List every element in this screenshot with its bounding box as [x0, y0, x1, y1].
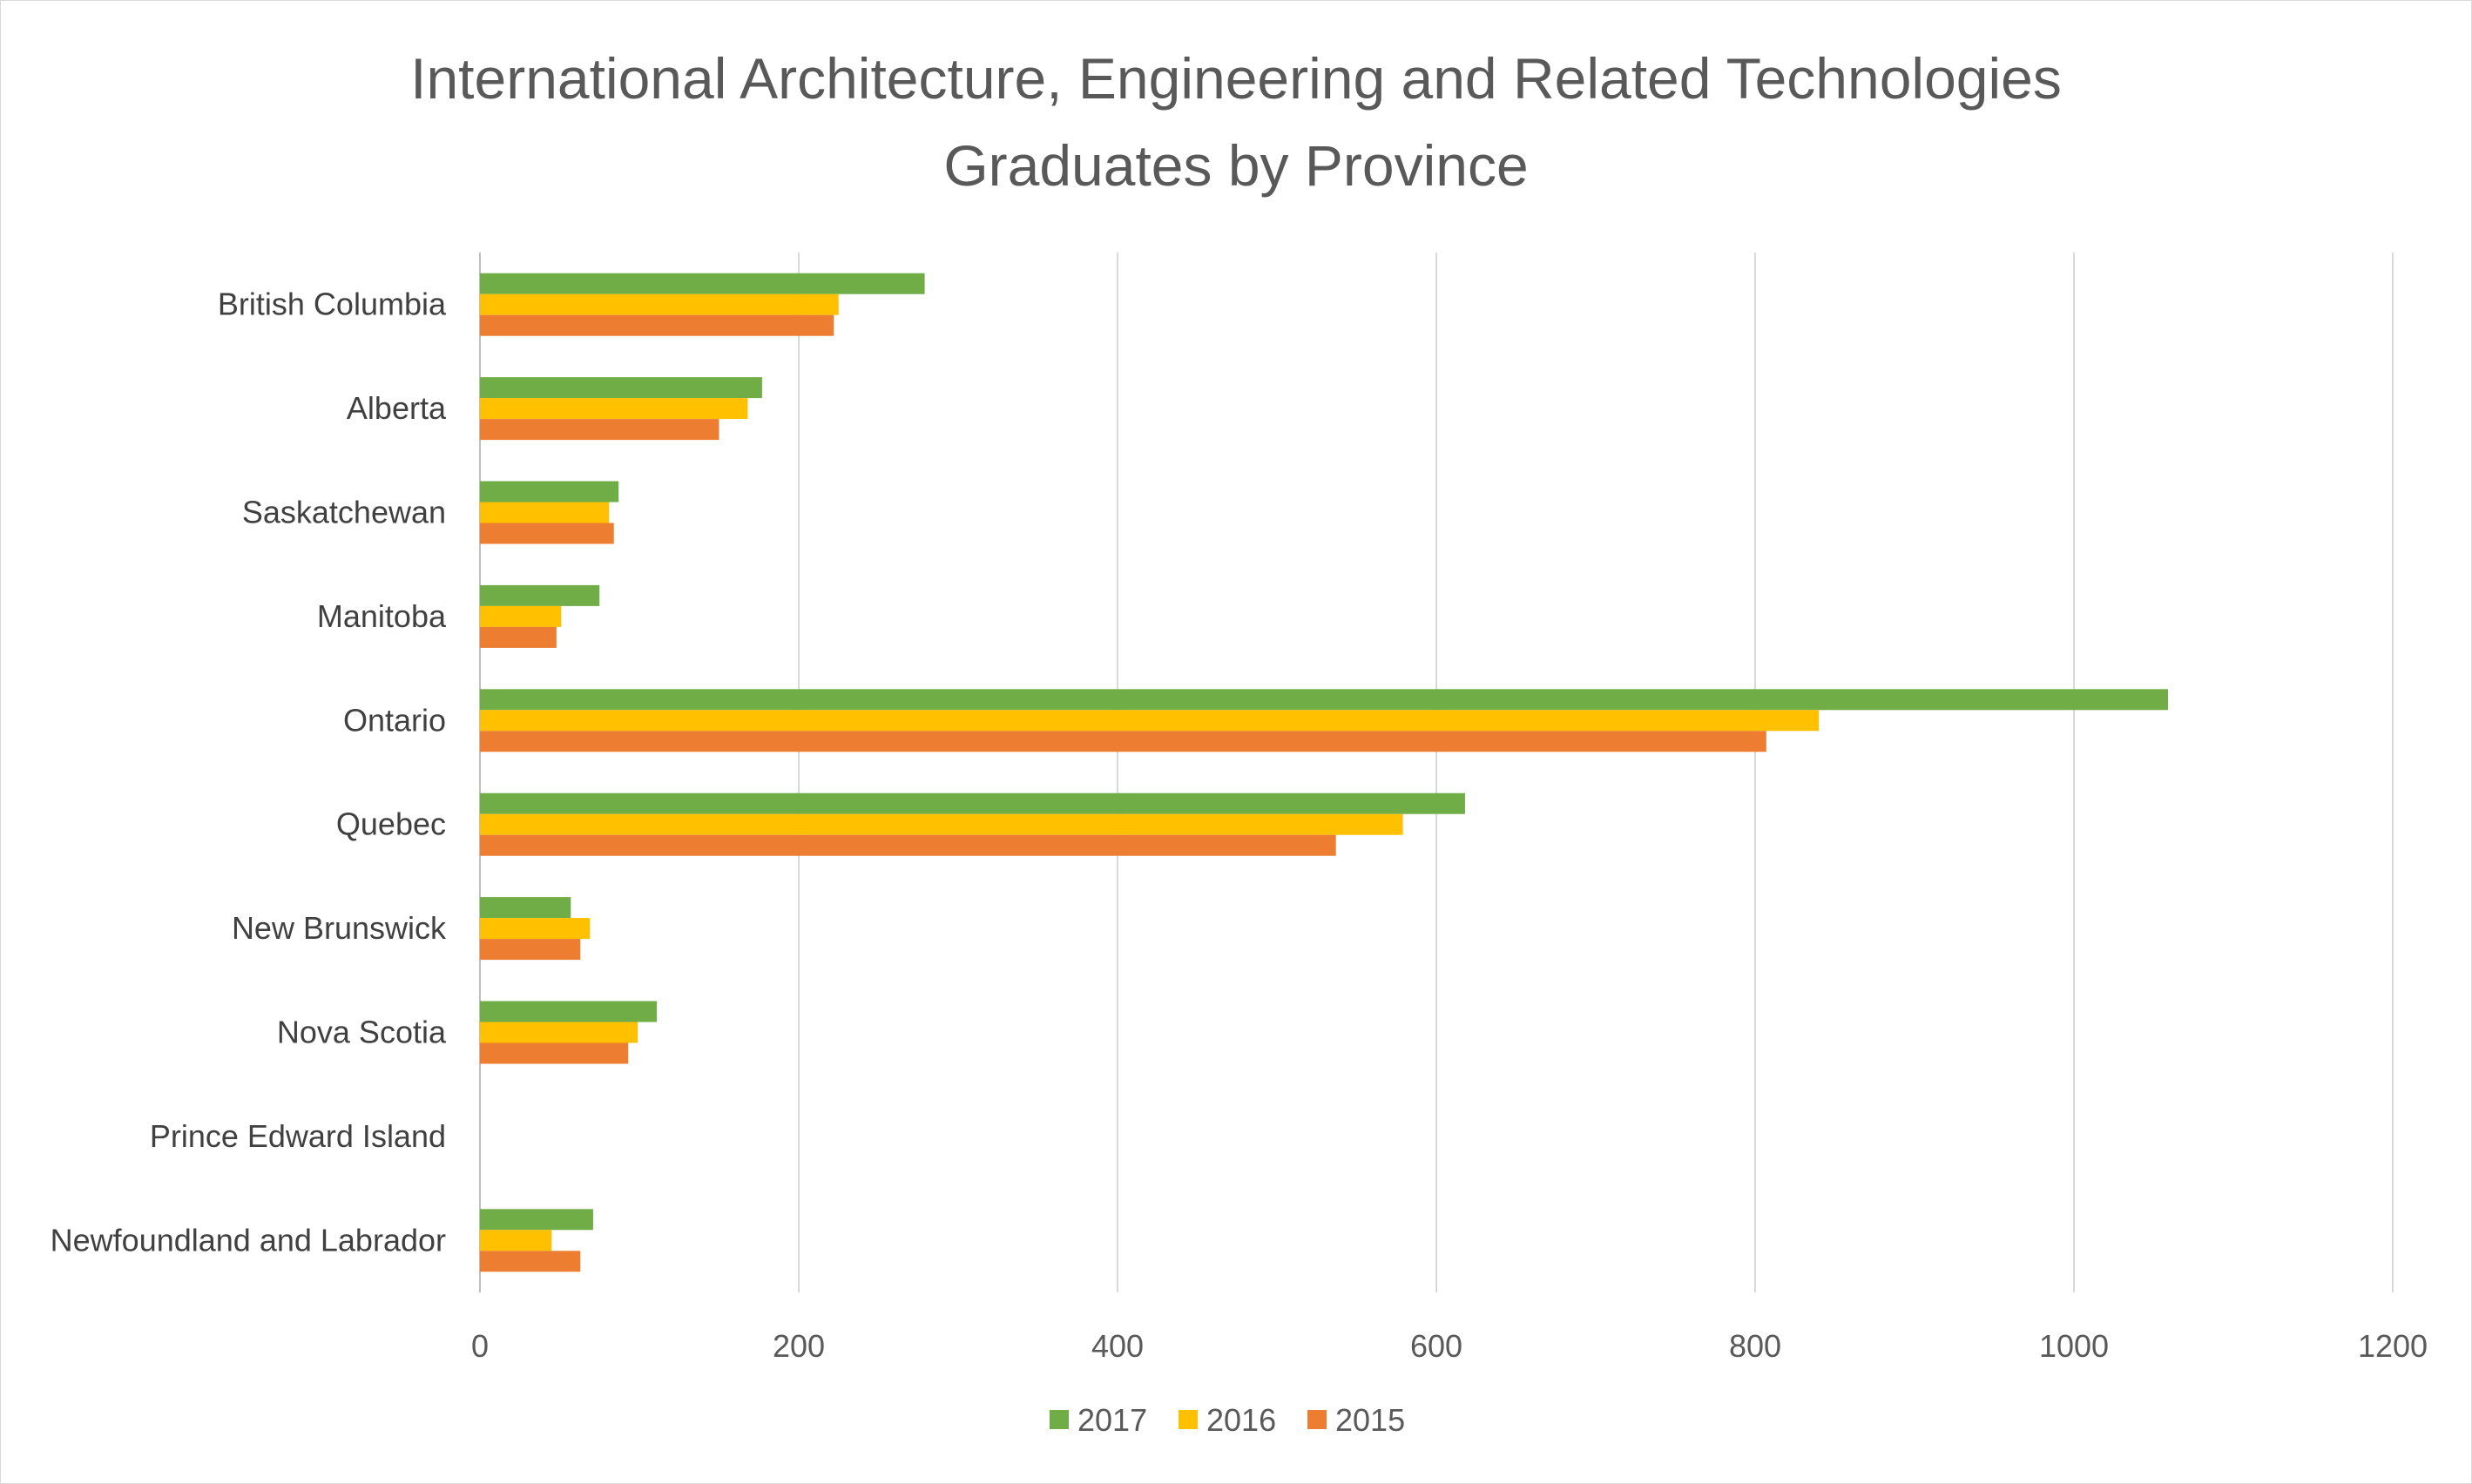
category-label: Ontario [343, 702, 446, 738]
bar-2017-saskatchewan [480, 481, 619, 503]
bar-2016-manitoba [480, 605, 562, 627]
legend-label-2016: 2016 [1206, 1402, 1276, 1438]
category-label: Newfoundland and Labrador [51, 1222, 446, 1258]
chart-title-line-1: International Architecture, Engineering … [410, 46, 2062, 111]
bar-2015-new-brunswick [480, 939, 581, 961]
x-tick-label: 1200 [2358, 1328, 2428, 1364]
bars [480, 273, 2168, 1272]
bar-2015-manitoba [480, 626, 557, 648]
bar-2016-newfoundland-and-labrador [480, 1230, 552, 1251]
legend-label-2017: 2017 [1077, 1402, 1147, 1438]
bar-2015-saskatchewan [480, 523, 614, 544]
x-tick-label: 400 [1091, 1328, 1144, 1364]
category-label: Saskatchewan [242, 495, 446, 530]
gridlines [479, 253, 2394, 1292]
x-tick-label: 0 [471, 1328, 489, 1364]
category-label: Manitoba [317, 598, 447, 634]
bar-2017-quebec [480, 793, 1465, 814]
category-label: Prince Edward Island [150, 1118, 446, 1154]
legend-label-2015: 2015 [1335, 1402, 1405, 1438]
bar-2017-british-columbia [480, 273, 925, 294]
bar-2016-ontario [480, 710, 1820, 732]
bar-2016-british-columbia [480, 293, 839, 315]
bar-2016-alberta [480, 398, 748, 420]
bar-2016-quebec [480, 813, 1403, 835]
x-tick-label: 200 [773, 1328, 825, 1364]
chart-title: International Architecture, Engineering … [0, 35, 2472, 209]
bar-2015-british-columbia [480, 314, 834, 336]
category-label: British Columbia [218, 287, 447, 322]
bar-2017-newfoundland-and-labrador [480, 1209, 593, 1231]
x-axis-tick-labels: 0 200 400 600 800 1000 1200 [471, 1328, 2428, 1364]
chart-title-line-2: Graduates by Province [943, 133, 1529, 198]
legend-swatch-2015 [1307, 1410, 1327, 1429]
bar-2017-nova-scotia [480, 1001, 658, 1022]
bar-2017-ontario [480, 689, 2168, 711]
bar-2015-ontario [480, 731, 1766, 752]
bar-2015-alberta [480, 419, 719, 441]
bar-2017-new-brunswick [480, 897, 571, 919]
bar-2016-nova-scotia [480, 1022, 638, 1043]
bar-2017-alberta [480, 377, 762, 399]
bar-2016-saskatchewan [480, 502, 610, 523]
legend: 2017 2016 2015 [1050, 1402, 1405, 1438]
legend-swatch-2017 [1050, 1410, 1069, 1429]
bar-2017-manitoba [480, 584, 600, 606]
bar-2016-new-brunswick [480, 918, 591, 940]
category-label: Alberta [347, 390, 447, 426]
bar-2015-nova-scotia [480, 1042, 629, 1064]
bar-2015-quebec [480, 834, 1336, 856]
x-tick-label: 1000 [2039, 1328, 2109, 1364]
category-label: New Brunswick [232, 910, 447, 946]
legend-swatch-2016 [1179, 1410, 1198, 1429]
x-tick-label: 800 [1729, 1328, 1781, 1364]
category-label: Quebec [336, 806, 446, 842]
x-tick-label: 600 [1410, 1328, 1462, 1364]
bar-2015-newfoundland-and-labrador [480, 1251, 581, 1272]
category-labels: British Columbia Alberta Saskatchewan Manit… [51, 287, 447, 1258]
category-label: Nova Scotia [277, 1015, 447, 1050]
